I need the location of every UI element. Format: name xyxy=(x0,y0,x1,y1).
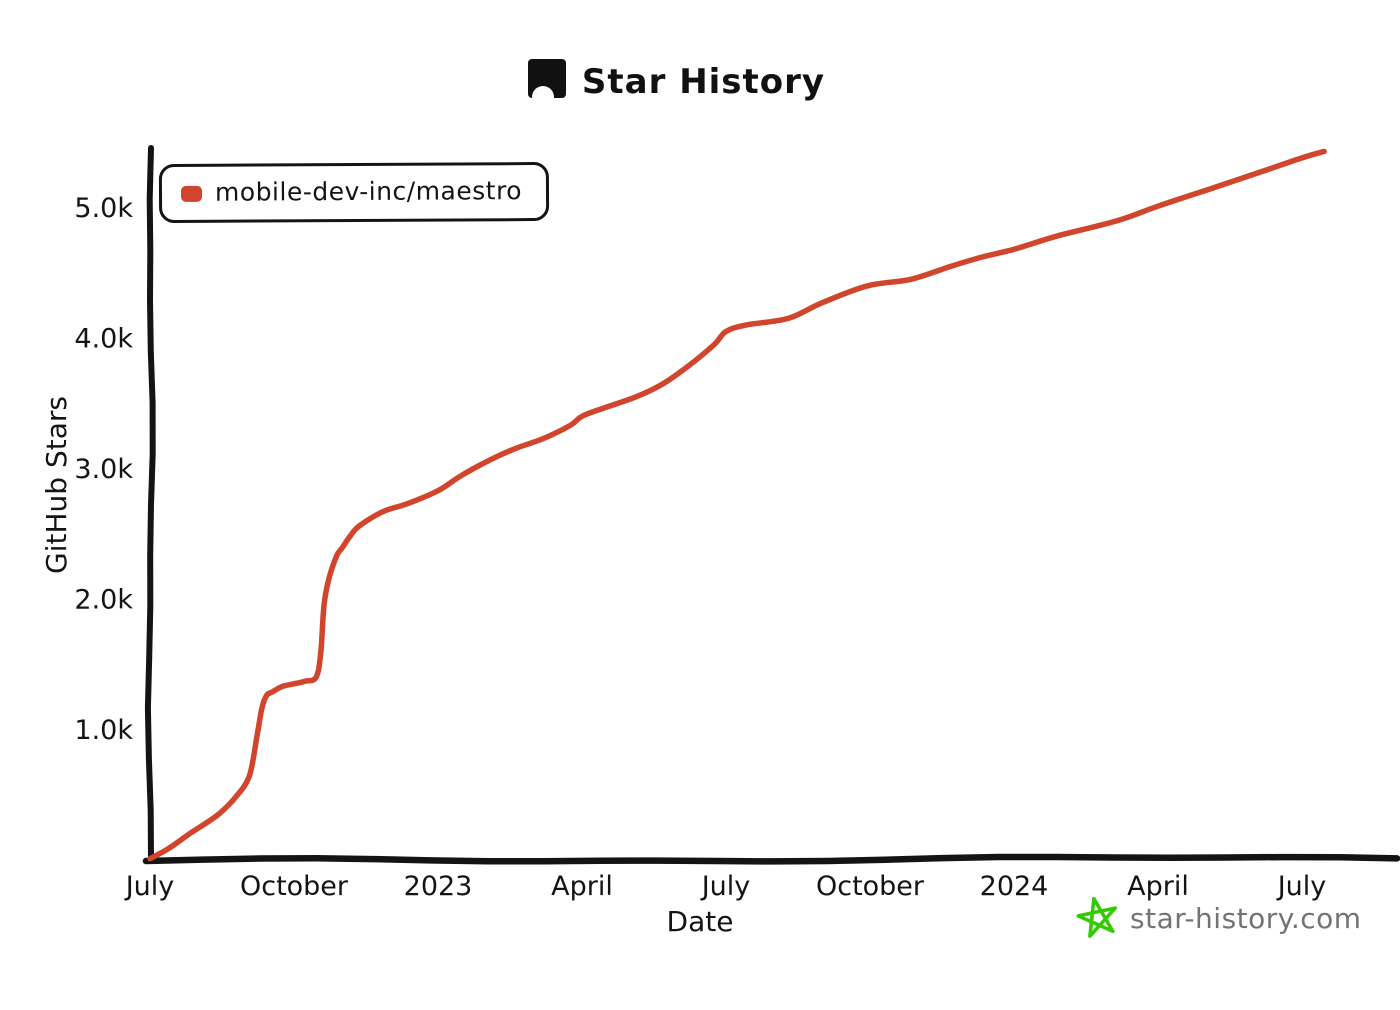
chart-title: Star History xyxy=(0,58,1376,105)
x-tick-label: 2024 xyxy=(980,871,1049,902)
x-tick-label: July xyxy=(700,871,751,902)
y-tick-label: 2.0k xyxy=(74,585,133,616)
x-tick-label: April xyxy=(551,871,613,902)
x-tick-label: October xyxy=(240,871,349,902)
y-axis xyxy=(144,145,156,864)
y-tick-label: 5.0k xyxy=(74,193,133,224)
y-tick-label: 3.0k xyxy=(74,454,133,485)
star-icon xyxy=(1076,896,1117,938)
github-icon xyxy=(527,59,566,105)
x-axis xyxy=(142,853,1400,865)
series-line-maestro xyxy=(147,148,1327,862)
x-tick-label: July xyxy=(1276,871,1327,902)
y-tick-label: 4.0k xyxy=(74,324,133,355)
x-tick-label: July xyxy=(124,871,175,902)
watermark-text: star-history.com xyxy=(1130,901,1362,935)
x-tick-label: October xyxy=(816,871,925,902)
x-axis-title: Date xyxy=(667,905,734,938)
page-title: Star History xyxy=(581,61,826,102)
x-tick-label: 2023 xyxy=(404,871,473,902)
x-tick-label: April xyxy=(1127,871,1189,902)
y-axis-title: GitHub Stars xyxy=(40,396,73,574)
y-tick-label: 1.0k xyxy=(74,715,133,746)
watermark: star-history.com xyxy=(1076,894,1362,942)
